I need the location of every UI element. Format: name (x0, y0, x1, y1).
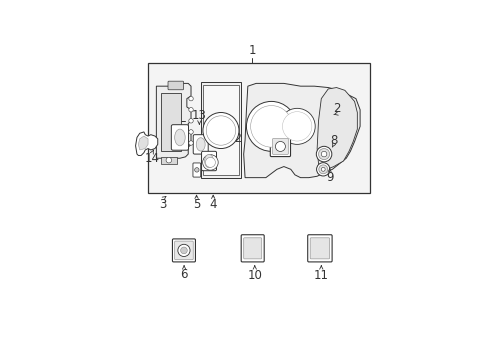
Circle shape (202, 155, 218, 170)
Text: 3: 3 (159, 198, 166, 211)
Bar (200, 82, 241, 177)
FancyBboxPatch shape (272, 139, 288, 154)
FancyBboxPatch shape (193, 135, 208, 154)
Circle shape (178, 244, 190, 257)
Circle shape (246, 102, 296, 151)
Ellipse shape (196, 138, 205, 151)
FancyBboxPatch shape (171, 125, 188, 150)
Ellipse shape (204, 154, 213, 168)
Bar (203, 85, 238, 175)
Circle shape (188, 96, 193, 101)
Text: 13: 13 (191, 109, 206, 122)
Circle shape (188, 141, 193, 145)
Circle shape (166, 157, 171, 163)
Polygon shape (156, 84, 191, 158)
FancyBboxPatch shape (172, 239, 195, 262)
Circle shape (316, 146, 331, 162)
FancyBboxPatch shape (270, 136, 290, 157)
FancyBboxPatch shape (193, 163, 200, 177)
Circle shape (316, 163, 329, 176)
Text: 2: 2 (332, 102, 340, 115)
Text: 11: 11 (313, 269, 328, 282)
Circle shape (205, 157, 215, 167)
Text: 14: 14 (144, 152, 160, 165)
FancyBboxPatch shape (241, 235, 264, 262)
Circle shape (318, 149, 329, 159)
Circle shape (321, 151, 326, 157)
Circle shape (282, 112, 311, 141)
Circle shape (206, 116, 235, 145)
FancyBboxPatch shape (201, 151, 216, 171)
Ellipse shape (174, 129, 185, 146)
Circle shape (318, 165, 327, 174)
Circle shape (194, 168, 199, 172)
Circle shape (279, 108, 315, 144)
FancyBboxPatch shape (243, 238, 261, 259)
Bar (160, 157, 177, 164)
Text: 9: 9 (325, 171, 333, 184)
FancyBboxPatch shape (307, 235, 331, 262)
FancyBboxPatch shape (174, 241, 193, 260)
Text: 6: 6 (180, 268, 187, 281)
Circle shape (275, 141, 285, 152)
Text: 10: 10 (247, 269, 262, 282)
Text: 4: 4 (209, 198, 217, 211)
Circle shape (180, 247, 187, 254)
Circle shape (250, 105, 292, 147)
Circle shape (321, 167, 325, 171)
Polygon shape (317, 87, 357, 169)
Polygon shape (243, 84, 359, 177)
Circle shape (188, 130, 193, 134)
Text: 8: 8 (329, 134, 337, 147)
Text: 7: 7 (281, 116, 288, 129)
Text: 12: 12 (227, 132, 243, 145)
Text: 1: 1 (248, 44, 255, 57)
Circle shape (188, 118, 193, 123)
Text: 5: 5 (192, 198, 200, 211)
FancyBboxPatch shape (309, 238, 329, 259)
Polygon shape (135, 132, 158, 156)
Polygon shape (138, 136, 148, 150)
Circle shape (188, 108, 193, 112)
Circle shape (203, 112, 239, 149)
FancyBboxPatch shape (168, 81, 183, 90)
Bar (160, 93, 181, 151)
Bar (148, 63, 369, 193)
